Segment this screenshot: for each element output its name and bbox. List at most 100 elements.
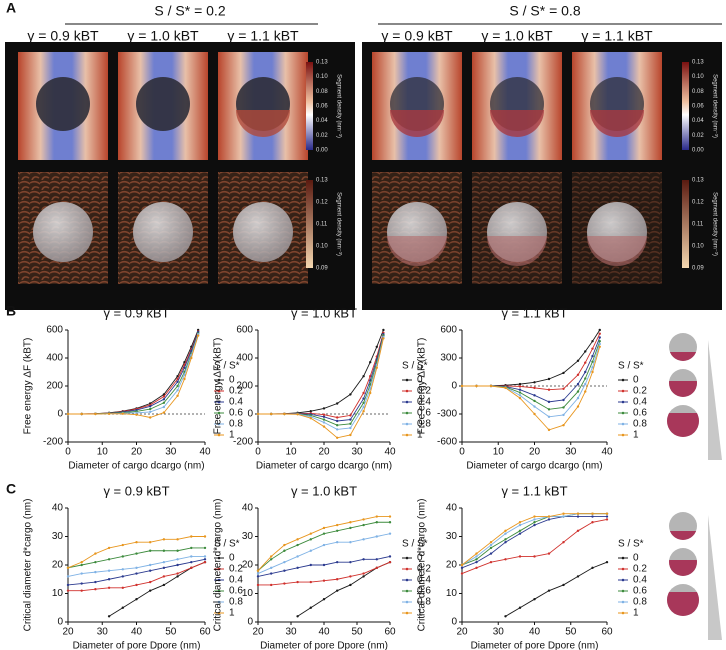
data-point bbox=[460, 572, 464, 575]
data-point bbox=[296, 538, 299, 541]
data-point bbox=[518, 529, 522, 532]
x-axis-label: Diameter of pore Dpore (nm) bbox=[73, 641, 201, 650]
data-point bbox=[475, 558, 478, 561]
colorbar-label: Segment density (nm⁻³) bbox=[335, 192, 341, 256]
y-axis-label: Critical diameter d*cargo (nm) bbox=[417, 499, 428, 632]
data-point bbox=[176, 389, 179, 392]
data-point bbox=[349, 418, 352, 421]
data-point bbox=[382, 328, 385, 332]
data-point bbox=[203, 558, 207, 561]
data-point bbox=[203, 535, 207, 538]
data-point bbox=[605, 512, 609, 515]
data-point bbox=[80, 563, 83, 567]
legend-marker bbox=[621, 433, 625, 437]
cargo-coating bbox=[236, 110, 290, 137]
legend-marker bbox=[217, 433, 221, 437]
data-point bbox=[107, 558, 111, 561]
gradient-wedge bbox=[708, 515, 722, 640]
data-point bbox=[270, 572, 273, 575]
data-point bbox=[336, 419, 339, 423]
data-point bbox=[162, 583, 166, 587]
series-line bbox=[68, 335, 199, 418]
colorbar-tick: 0.09 bbox=[692, 266, 704, 272]
data-point bbox=[135, 413, 138, 416]
data-point bbox=[322, 407, 326, 410]
series-line bbox=[462, 346, 601, 431]
series-line bbox=[461, 518, 608, 574]
colorbar-tick: 0.04 bbox=[316, 118, 328, 124]
data-point bbox=[562, 424, 565, 427]
colorbar-label: Segment density (nm⁻³) bbox=[711, 74, 717, 138]
data-point bbox=[162, 401, 166, 404]
chart-title: γ = 1.0 kBT bbox=[291, 483, 357, 498]
legend-label: 0.6 bbox=[229, 408, 243, 419]
data-point bbox=[362, 375, 365, 378]
cargo-section bbox=[36, 77, 90, 131]
x-tick-label: 40 bbox=[318, 627, 330, 638]
data-point bbox=[121, 412, 125, 415]
legend-label: 0.4 bbox=[633, 397, 647, 408]
series-line bbox=[68, 561, 206, 592]
colorbar-tick: 0.00 bbox=[316, 148, 328, 154]
y-tick-label: 200 bbox=[236, 381, 253, 392]
data-point bbox=[576, 529, 580, 532]
y-tick-label: 40 bbox=[242, 503, 254, 514]
data-point bbox=[598, 340, 601, 343]
data-point bbox=[533, 521, 536, 524]
data-point bbox=[94, 412, 97, 416]
data-point bbox=[576, 575, 580, 578]
column-title: γ = 1.1 kBT bbox=[581, 28, 653, 44]
data-point bbox=[489, 546, 493, 550]
data-point bbox=[562, 583, 565, 587]
legend-marker bbox=[217, 600, 221, 604]
x-tick-label: 20 bbox=[62, 627, 74, 638]
data-point bbox=[349, 521, 352, 524]
data-point bbox=[349, 541, 352, 544]
data-point bbox=[375, 366, 378, 369]
data-point bbox=[309, 538, 312, 541]
legend-marker bbox=[217, 422, 221, 426]
data-point bbox=[176, 384, 179, 388]
data-point bbox=[504, 541, 507, 544]
x-tick-label: 40 bbox=[199, 447, 211, 458]
data-point bbox=[533, 405, 536, 408]
data-point bbox=[533, 523, 536, 527]
data-point bbox=[296, 413, 299, 416]
legend-title: S / S* bbox=[402, 539, 428, 550]
data-point bbox=[336, 402, 339, 405]
x-tick-label: 40 bbox=[131, 627, 143, 638]
cargo-coating bbox=[490, 110, 544, 137]
data-point bbox=[388, 532, 392, 535]
data-point bbox=[584, 370, 587, 374]
cargo-coating bbox=[590, 110, 644, 137]
legend-label: 0 bbox=[417, 375, 423, 386]
cargo-sphere bbox=[233, 202, 293, 262]
data-point bbox=[349, 426, 352, 430]
y-tick-label: -200 bbox=[233, 437, 253, 448]
y-tick-label: 0 bbox=[451, 381, 457, 392]
data-point bbox=[533, 394, 536, 397]
x-tick-label: 30 bbox=[565, 447, 577, 458]
y-tick-label: 400 bbox=[46, 353, 63, 364]
x-tick-label: 0 bbox=[459, 447, 465, 458]
colorbar-label: Segment density (nm⁻³) bbox=[711, 192, 717, 256]
x-tick-label: 40 bbox=[384, 447, 396, 458]
data-point bbox=[369, 375, 372, 378]
panel-label: B bbox=[6, 303, 16, 319]
data-point bbox=[562, 413, 565, 417]
data-point bbox=[547, 515, 551, 518]
colorbar-tick: 0.10 bbox=[692, 74, 704, 80]
data-point bbox=[591, 354, 594, 358]
chart-title: γ = 0.9 kBT bbox=[103, 483, 169, 498]
data-point bbox=[349, 393, 352, 396]
data-point bbox=[162, 411, 166, 414]
y-tick-label: 0 bbox=[247, 617, 253, 628]
y-tick-label: 10 bbox=[446, 588, 458, 599]
data-point bbox=[576, 373, 580, 376]
data-point bbox=[149, 416, 152, 419]
data-point bbox=[605, 560, 609, 564]
data-point bbox=[336, 436, 339, 439]
data-point bbox=[562, 515, 565, 518]
data-point bbox=[322, 543, 326, 547]
data-point bbox=[349, 433, 352, 437]
